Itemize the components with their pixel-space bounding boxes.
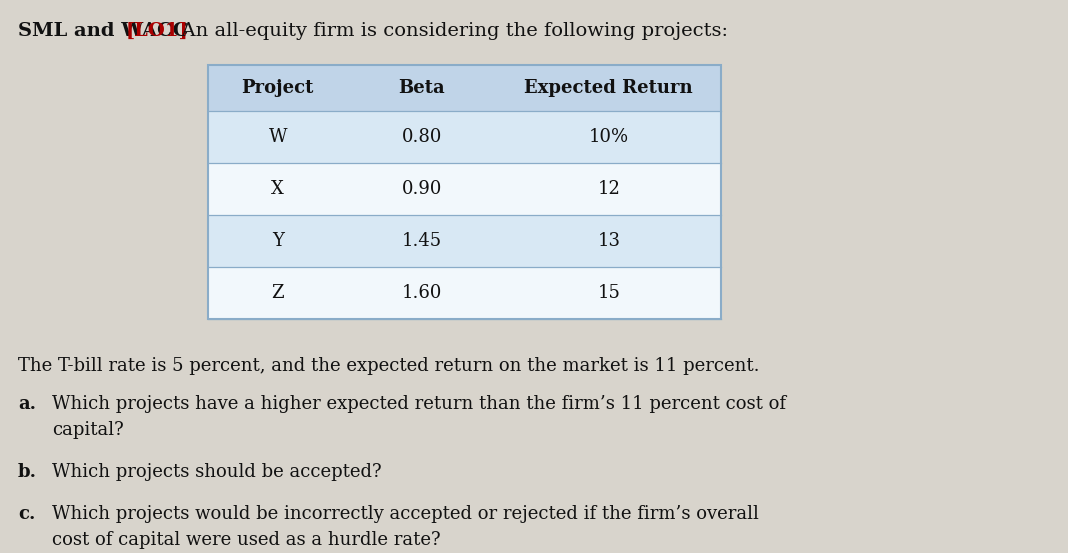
Text: Which projects would be incorrectly accepted or rejected if the firm’s overall: Which projects would be incorrectly acce… — [52, 505, 759, 523]
Text: Z: Z — [271, 284, 284, 302]
Bar — [208, 267, 721, 319]
Bar — [208, 215, 721, 267]
Text: Beta: Beta — [398, 79, 445, 97]
Text: 0.80: 0.80 — [402, 128, 442, 146]
Text: SML and WACC: SML and WACC — [18, 22, 195, 40]
Text: Expected Return: Expected Return — [524, 79, 693, 97]
Text: 0.90: 0.90 — [402, 180, 442, 198]
Text: W: W — [268, 128, 287, 146]
Text: An all-equity firm is considering the following projects:: An all-equity firm is considering the fo… — [170, 22, 728, 40]
Text: 1.60: 1.60 — [402, 284, 442, 302]
Text: c.: c. — [18, 505, 35, 523]
Text: X: X — [271, 180, 284, 198]
Bar — [208, 65, 721, 111]
Text: 15: 15 — [597, 284, 621, 302]
Bar — [208, 163, 721, 215]
Text: Y: Y — [271, 232, 284, 250]
Text: 13: 13 — [597, 232, 621, 250]
Text: The T-bill rate is 5 percent, and the expected return on the market is 11 percen: The T-bill rate is 5 percent, and the ex… — [18, 357, 759, 375]
Text: Which projects should be accepted?: Which projects should be accepted? — [52, 463, 381, 481]
Text: 1.45: 1.45 — [402, 232, 442, 250]
Text: [LO1]: [LO1] — [126, 22, 189, 40]
Text: cost of capital were used as a hurdle rate?: cost of capital were used as a hurdle ra… — [52, 531, 441, 549]
Text: 10%: 10% — [588, 128, 629, 146]
Text: capital?: capital? — [52, 421, 124, 439]
Text: b.: b. — [18, 463, 37, 481]
Bar — [208, 111, 721, 163]
Text: Which projects have a higher expected return than the firm’s 11 percent cost of: Which projects have a higher expected re… — [52, 395, 786, 413]
Text: 12: 12 — [597, 180, 621, 198]
Text: a.: a. — [18, 395, 36, 413]
Text: Project: Project — [241, 79, 314, 97]
Bar — [208, 65, 721, 319]
